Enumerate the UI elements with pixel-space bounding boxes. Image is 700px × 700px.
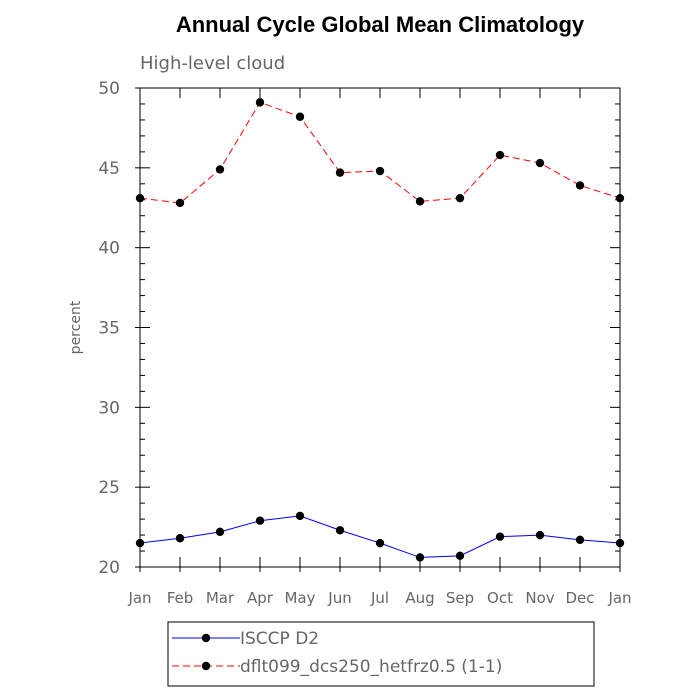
data-point — [455, 193, 465, 203]
plot-area: 20 25 30 35 40 45 50 Jan Feb Mar Apr May Jun Jul Aug S… — [98, 79, 631, 607]
data-point — [255, 516, 265, 525]
x-tick-label: Jun — [327, 589, 351, 607]
y-tick-label: 45 — [98, 159, 120, 179]
data-point — [175, 198, 185, 208]
data-point — [535, 530, 545, 540]
data-point — [615, 193, 625, 203]
data-point — [295, 112, 305, 121]
legend-entry: ISCCP D2 — [240, 629, 319, 649]
x-tick-label: Feb — [167, 589, 194, 607]
x-tick-label: Jan — [127, 589, 151, 607]
data-point — [375, 166, 385, 176]
x-tick-label: Sep — [446, 589, 474, 607]
y-tick-label: 35 — [98, 319, 120, 339]
data-point — [135, 193, 145, 203]
data-point — [615, 538, 625, 548]
chart-title: Annual Cycle Global Mean Climatology — [176, 12, 585, 37]
y-tick-label: 30 — [98, 398, 120, 418]
y-tick-label: 25 — [98, 478, 120, 498]
data-point — [215, 165, 225, 174]
legend-entry: dflt099_dcs250_hetfrz0.5 (1-1) — [240, 657, 502, 677]
series-line — [139, 101, 621, 204]
x-tick-label: Jan — [607, 589, 631, 607]
data-point — [215, 527, 225, 537]
series-2 — [135, 98, 625, 208]
data-point — [575, 535, 585, 545]
data-point — [455, 551, 465, 561]
data-point — [535, 158, 545, 168]
legend-box — [167, 621, 595, 687]
x-tick-label: May — [284, 589, 315, 607]
x-tick-label: Aug — [405, 589, 434, 607]
y-axis-label: percent — [68, 300, 84, 354]
chart-subtitle: High-level cloud — [140, 53, 285, 74]
plot-frame — [139, 87, 621, 568]
x-tick-label: Jul — [370, 589, 389, 607]
x-tick-label: Nov — [525, 589, 554, 607]
series-line — [139, 515, 621, 558]
y-tick-label: 50 — [98, 79, 120, 99]
data-point — [495, 150, 505, 160]
y-tick-label: 40 — [98, 239, 120, 259]
axis-ticks — [135, 87, 621, 572]
data-point — [415, 197, 425, 206]
data-point — [575, 181, 585, 190]
data-point — [255, 98, 265, 107]
data-point — [375, 538, 385, 548]
series-1 — [135, 511, 625, 562]
x-tick-label: Apr — [247, 589, 274, 607]
legend: ISCCP D2 dflt099_dcs250_hetfrz0.5 (1-1) — [167, 621, 595, 687]
data-point — [335, 168, 345, 177]
data-point — [335, 526, 345, 535]
x-tick-label: Mar — [206, 589, 235, 607]
data-point — [135, 538, 145, 548]
legend-swatch-marker — [201, 633, 211, 643]
legend-swatch-marker — [201, 661, 211, 671]
y-tick-label: 20 — [98, 558, 120, 578]
x-tick-label: Dec — [565, 589, 594, 607]
series-layer — [135, 98, 625, 562]
data-point — [175, 534, 185, 543]
data-point — [415, 553, 425, 562]
data-point — [295, 511, 305, 521]
x-tick-labels: Jan Feb Mar Apr May Jun Jul Aug Sep Oct Nov Dec Jan — [127, 589, 631, 607]
y-tick-labels: 20 25 30 35 40 45 50 — [98, 79, 120, 578]
data-point — [495, 532, 505, 541]
x-tick-label: Oct — [487, 589, 513, 607]
